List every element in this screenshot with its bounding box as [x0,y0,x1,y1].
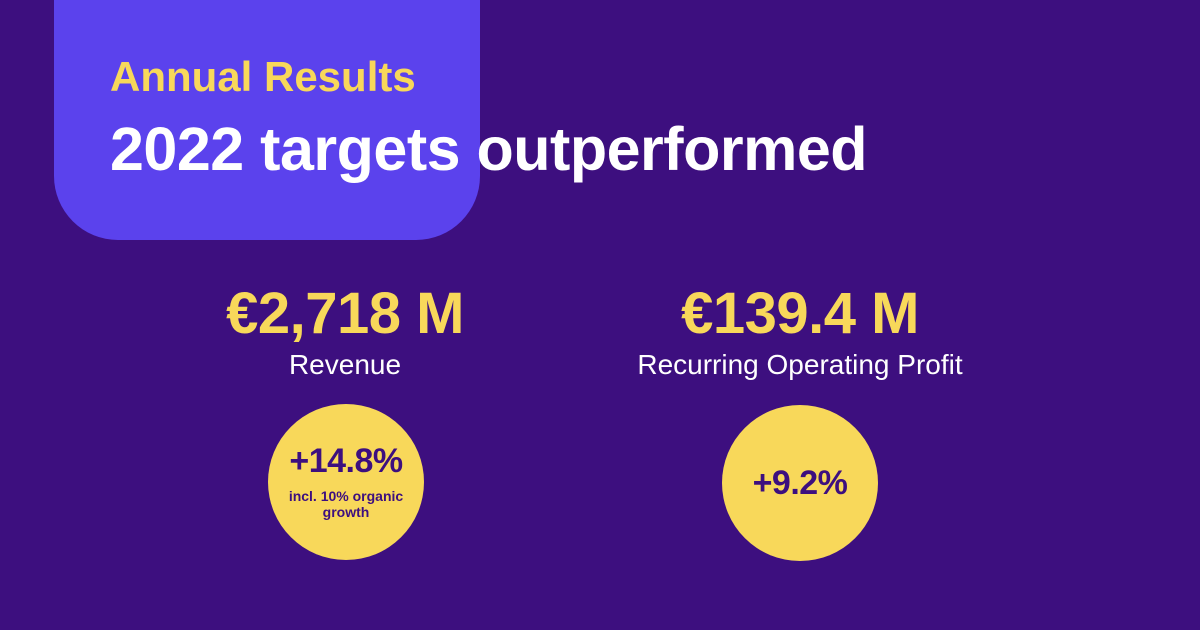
revenue-growth-badge: +14.8% incl. 10% organic growth [268,404,424,560]
operating-profit-growth-value: +9.2% [752,464,848,502]
revenue-growth-value: +14.8% [289,441,403,480]
operating-profit-label: Recurring Operating Profit [637,349,963,380]
operating-profit-value: €139.4 M [681,281,919,346]
revenue-metric: €2,718 M Revenue [145,285,545,379]
revenue-growth-note: incl. 10% organic growth [288,487,404,520]
page-title: 2022 targets outperformed [110,115,868,183]
operating-profit-metric: €139.4 M Recurring Operating Profit [600,285,1000,379]
section-label: Annual Results [110,53,416,100]
accent-panel [54,0,480,240]
revenue-label: Revenue [288,349,402,380]
revenue-value: €2,718 M [226,281,464,346]
operating-profit-growth-badge: +9.2% [722,405,878,561]
